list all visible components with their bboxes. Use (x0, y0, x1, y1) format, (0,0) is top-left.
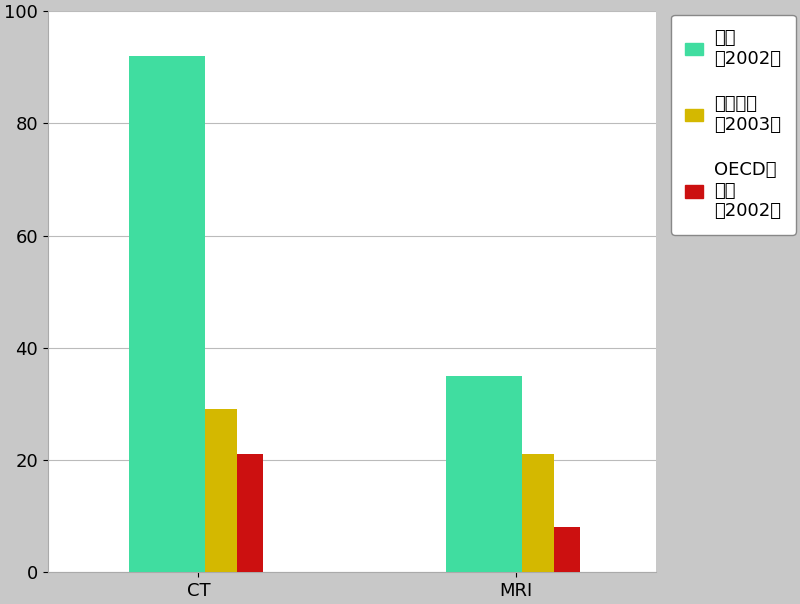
Bar (187, 454, 263, 572)
Bar (504, 527, 580, 572)
Bar (446, 376, 522, 572)
Legend: 日本
（2002）, アメリカ
（2003）, OECD平
均値
（2002）: 日本 （2002）, アメリカ （2003）, OECD平 均値 （2002） (671, 14, 796, 235)
Bar (478, 454, 554, 572)
Bar (129, 56, 205, 572)
Bar (160, 410, 237, 572)
